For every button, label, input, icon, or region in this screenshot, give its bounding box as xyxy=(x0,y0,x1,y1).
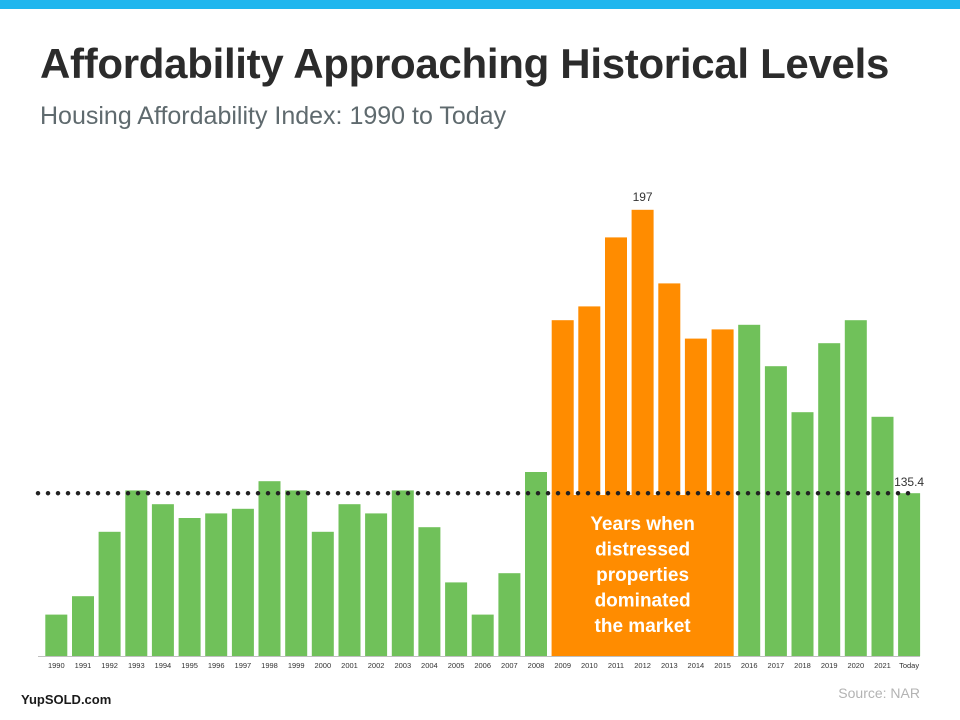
bar-2000 xyxy=(311,531,334,656)
x-tick-label-1995: 1995 xyxy=(181,661,198,670)
bar-1999 xyxy=(285,490,308,656)
page-title: Affordability Approaching Historical Lev… xyxy=(40,40,890,87)
x-tick-label-2014: 2014 xyxy=(688,661,705,670)
bar-1997 xyxy=(231,508,254,656)
bar-1993 xyxy=(125,490,148,656)
bar-1994 xyxy=(151,504,174,656)
x-tick-label-2008: 2008 xyxy=(528,661,545,670)
top-accent-bar xyxy=(0,0,960,9)
bar-2006 xyxy=(471,614,494,656)
bar-2005 xyxy=(445,582,468,656)
x-tick-label-2007: 2007 xyxy=(501,661,518,670)
bar-2016 xyxy=(738,324,761,656)
x-tick-label-Today: Today xyxy=(899,661,919,670)
x-tick-label-2000: 2000 xyxy=(314,661,331,670)
bar-2007 xyxy=(498,573,521,656)
highlight-annotation: Years when distressed properties dominated t… xyxy=(590,514,695,637)
x-tick-label-2017: 2017 xyxy=(768,661,785,670)
bar-2020 xyxy=(844,320,867,656)
x-tick-label-1990: 1990 xyxy=(48,661,65,670)
x-tick-label-2018: 2018 xyxy=(794,661,811,670)
x-tick-label-2016: 2016 xyxy=(741,661,758,670)
x-tick-label-1996: 1996 xyxy=(208,661,225,670)
x-tick-label-2003: 2003 xyxy=(394,661,411,670)
bar-1998 xyxy=(258,481,281,656)
bar-2001 xyxy=(338,504,361,656)
x-tick-label-1999: 1999 xyxy=(288,661,305,670)
bar-1991 xyxy=(72,596,94,656)
bar-1996 xyxy=(205,513,228,656)
x-tick-label-2005: 2005 xyxy=(448,661,465,670)
x-tick-label-1992: 1992 xyxy=(101,661,118,670)
bar-2017 xyxy=(764,366,787,656)
highlight-label-background xyxy=(551,495,734,656)
bar-2002 xyxy=(365,513,388,656)
source-note: Source: NAR xyxy=(838,685,920,701)
bar-2004 xyxy=(418,527,441,656)
x-tick-label-2012: 2012 xyxy=(634,661,651,670)
x-tick-label-2006: 2006 xyxy=(474,661,491,670)
x-tick-label-2002: 2002 xyxy=(368,661,385,670)
x-tick-label-1998: 1998 xyxy=(261,661,278,670)
bar-2018 xyxy=(791,412,814,656)
data-label-Today: 135.4 xyxy=(894,475,924,489)
x-tick-label-2009: 2009 xyxy=(554,661,571,670)
bar-Today xyxy=(898,493,921,656)
x-tick-label-2010: 2010 xyxy=(581,661,598,670)
data-label-2012: 197 xyxy=(633,190,653,204)
x-tick-label-2013: 2013 xyxy=(661,661,678,670)
bar-2019 xyxy=(818,343,841,656)
bar-1990 xyxy=(45,614,68,656)
bar-1992 xyxy=(98,531,121,656)
x-tick-label-2021: 2021 xyxy=(874,661,891,670)
bar-1995 xyxy=(178,518,201,656)
x-tick-label-1991: 1991 xyxy=(75,661,92,670)
x-tick-label-2004: 2004 xyxy=(421,661,438,670)
x-tick-label-2019: 2019 xyxy=(821,661,838,670)
x-tick-label-2020: 2020 xyxy=(847,661,864,670)
x-tick-label-2015: 2015 xyxy=(714,661,731,670)
bar-2021 xyxy=(871,416,894,656)
x-tick-label-2001: 2001 xyxy=(341,661,358,670)
page-subtitle: Housing Affordability Index: 1990 to Tod… xyxy=(40,102,507,130)
x-tick-label-1993: 1993 xyxy=(128,661,145,670)
bar-2003 xyxy=(391,490,414,656)
x-tick-label-2011: 2011 xyxy=(608,661,624,670)
brand-logo-text: YupSOLD.com xyxy=(21,692,112,707)
x-tick-label-1997: 1997 xyxy=(235,661,252,670)
x-tick-label-1994: 1994 xyxy=(155,661,172,670)
bar-2008 xyxy=(525,472,547,656)
